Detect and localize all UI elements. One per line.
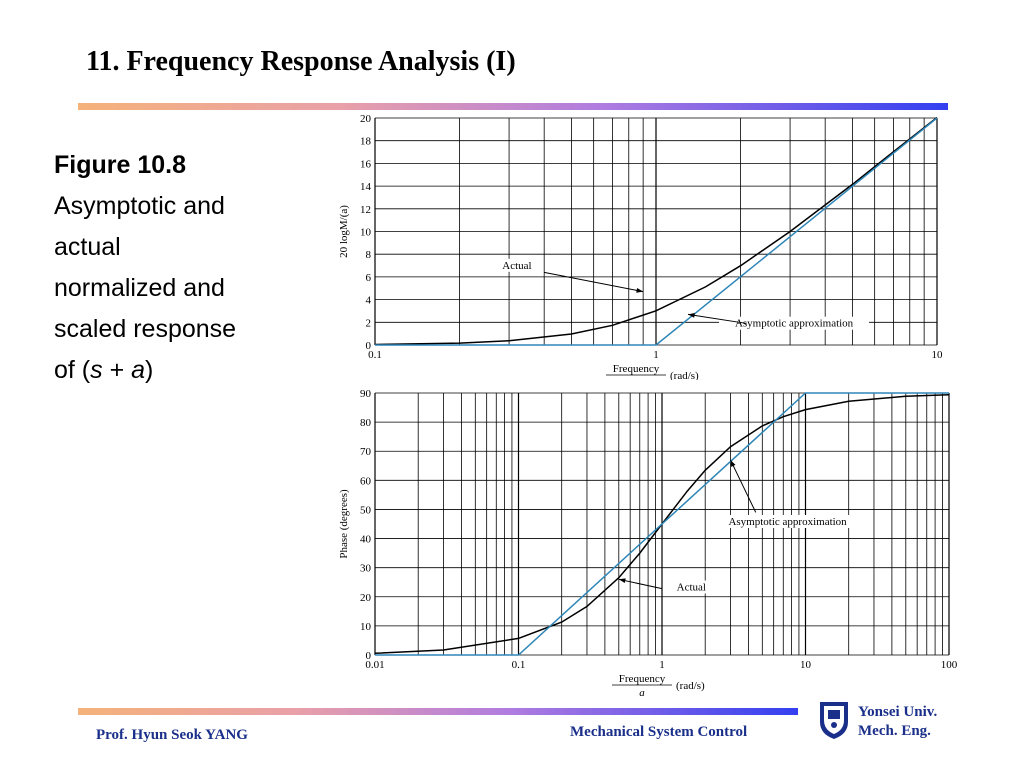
y-tick-label: 90	[360, 388, 372, 400]
y-axis-label: 20 logM/(a)	[338, 205, 350, 258]
actual-curve	[374, 116, 938, 346]
annotation-asymptote-bg	[710, 515, 865, 528]
caption-var-a: a	[131, 356, 146, 384]
annotation-asymptote-arrow	[687, 313, 747, 324]
university-name: Yonsei Univ. Mech. Eng.	[858, 703, 937, 741]
x-tick-label: 1	[653, 349, 659, 361]
x-axis-label-unit: (rad/s)	[670, 370, 699, 380]
x-axis-label-denominator: a	[639, 687, 645, 699]
footer-divider	[78, 708, 798, 715]
title-divider	[78, 103, 948, 110]
x-tick-label: 0.01	[365, 659, 384, 671]
y-axis-label: Phase (degrees)	[338, 489, 350, 559]
annotation-actual-arrow-head	[636, 288, 644, 293]
y-tick-label: 16	[360, 158, 372, 170]
caption-text: )	[145, 356, 154, 384]
annotation-actual-arrow	[618, 578, 663, 590]
y-tick-label: 0	[366, 650, 372, 662]
x-axis-label-numerator: Frequency	[613, 363, 660, 375]
caption-line: Asymptotic and	[54, 192, 225, 220]
figure-caption: Figure 10.8 Asymptotic and actual normal…	[54, 145, 314, 391]
y-tick-label: 14	[360, 181, 372, 193]
x-axis-label-denominator: a	[633, 377, 639, 380]
y-tick-label: 20	[360, 113, 372, 125]
annotation-actual-bg	[669, 580, 714, 594]
y-tick-label: 40	[360, 534, 372, 546]
annotation-asymptote-arrow	[730, 459, 757, 513]
y-tick-label: 20	[360, 592, 372, 604]
y-tick-label: 6	[366, 272, 372, 284]
footer-author: Prof. Hyun Seok YANG	[96, 727, 248, 743]
annotation-asymptote-bg	[719, 316, 870, 330]
annotation-asymptote-arrow-head	[730, 459, 736, 467]
phase-chart: 0 10 20 30 40 50 60 70 80 90 0.01 0.1 1 10 100 Phase (d…	[338, 388, 958, 699]
y-tick-label: 70	[360, 446, 372, 458]
y-tick-label: 4	[366, 295, 372, 307]
x-tick-label: 0.1	[368, 349, 382, 361]
y-tick-label: 12	[360, 204, 371, 216]
x-tick-label: 10	[932, 349, 944, 361]
annotation-actual-arrow-head	[618, 578, 626, 584]
caption-line: normalized and	[54, 274, 225, 302]
x-tick-label: 1	[659, 659, 665, 671]
univ-line1: Yonsei Univ.	[858, 704, 938, 720]
caption-line: of (s + a)	[54, 350, 314, 391]
x-tick-label: 100	[941, 659, 958, 671]
caption-line: scaled response	[54, 315, 237, 343]
university-logo-icon	[820, 702, 848, 739]
y-tick-label: 10	[360, 227, 372, 239]
annotation-asymptote: Asymptotic approximation	[728, 516, 847, 528]
asymptote-line	[375, 117, 938, 346]
annotation-asymptote-arrow-head	[688, 312, 695, 318]
annotation-actual-bg	[494, 258, 539, 272]
annotation-actual-arrow	[544, 271, 644, 293]
x-tick-label: 10	[800, 659, 812, 671]
y-tick-label: 18	[360, 136, 372, 148]
asymptote-line	[375, 392, 949, 656]
annotation-actual: Actual	[502, 260, 531, 272]
x-axis-label-numerator: Frequency	[619, 673, 666, 685]
figure-number: Figure 10.8	[54, 151, 186, 179]
caption-text: +	[102, 356, 132, 384]
magnitude-chart: 0 2 4 6 8 10 12 14 16 18 20 0.1 1 10 20 logM/(a) Freque…	[338, 113, 944, 380]
caption-var-s: s	[90, 356, 103, 384]
annotation-actual: Actual	[677, 582, 706, 594]
x-tick-label: 0.1	[512, 659, 526, 671]
y-tick-label: 0	[366, 340, 372, 352]
slide-title: 11. Frequency Response Analysis (I)	[86, 46, 516, 77]
y-tick-label: 30	[360, 563, 372, 575]
x-axis-label-unit: (rad/s)	[676, 680, 705, 692]
y-tick-label: 80	[360, 417, 372, 429]
y-tick-label: 60	[360, 475, 372, 487]
actual-curve	[374, 393, 950, 655]
caption-line: actual	[54, 233, 121, 261]
annotation-asymptote: Asymptotic approximation	[735, 318, 854, 330]
y-tick-label: 2	[366, 317, 372, 329]
y-tick-label: 10	[360, 621, 372, 633]
y-tick-label: 8	[366, 249, 372, 261]
caption-text: of (	[54, 356, 91, 384]
y-tick-label: 50	[360, 504, 372, 516]
univ-line2: Mech. Eng.	[858, 723, 931, 739]
footer-course: Mechanical System Control	[570, 724, 748, 740]
